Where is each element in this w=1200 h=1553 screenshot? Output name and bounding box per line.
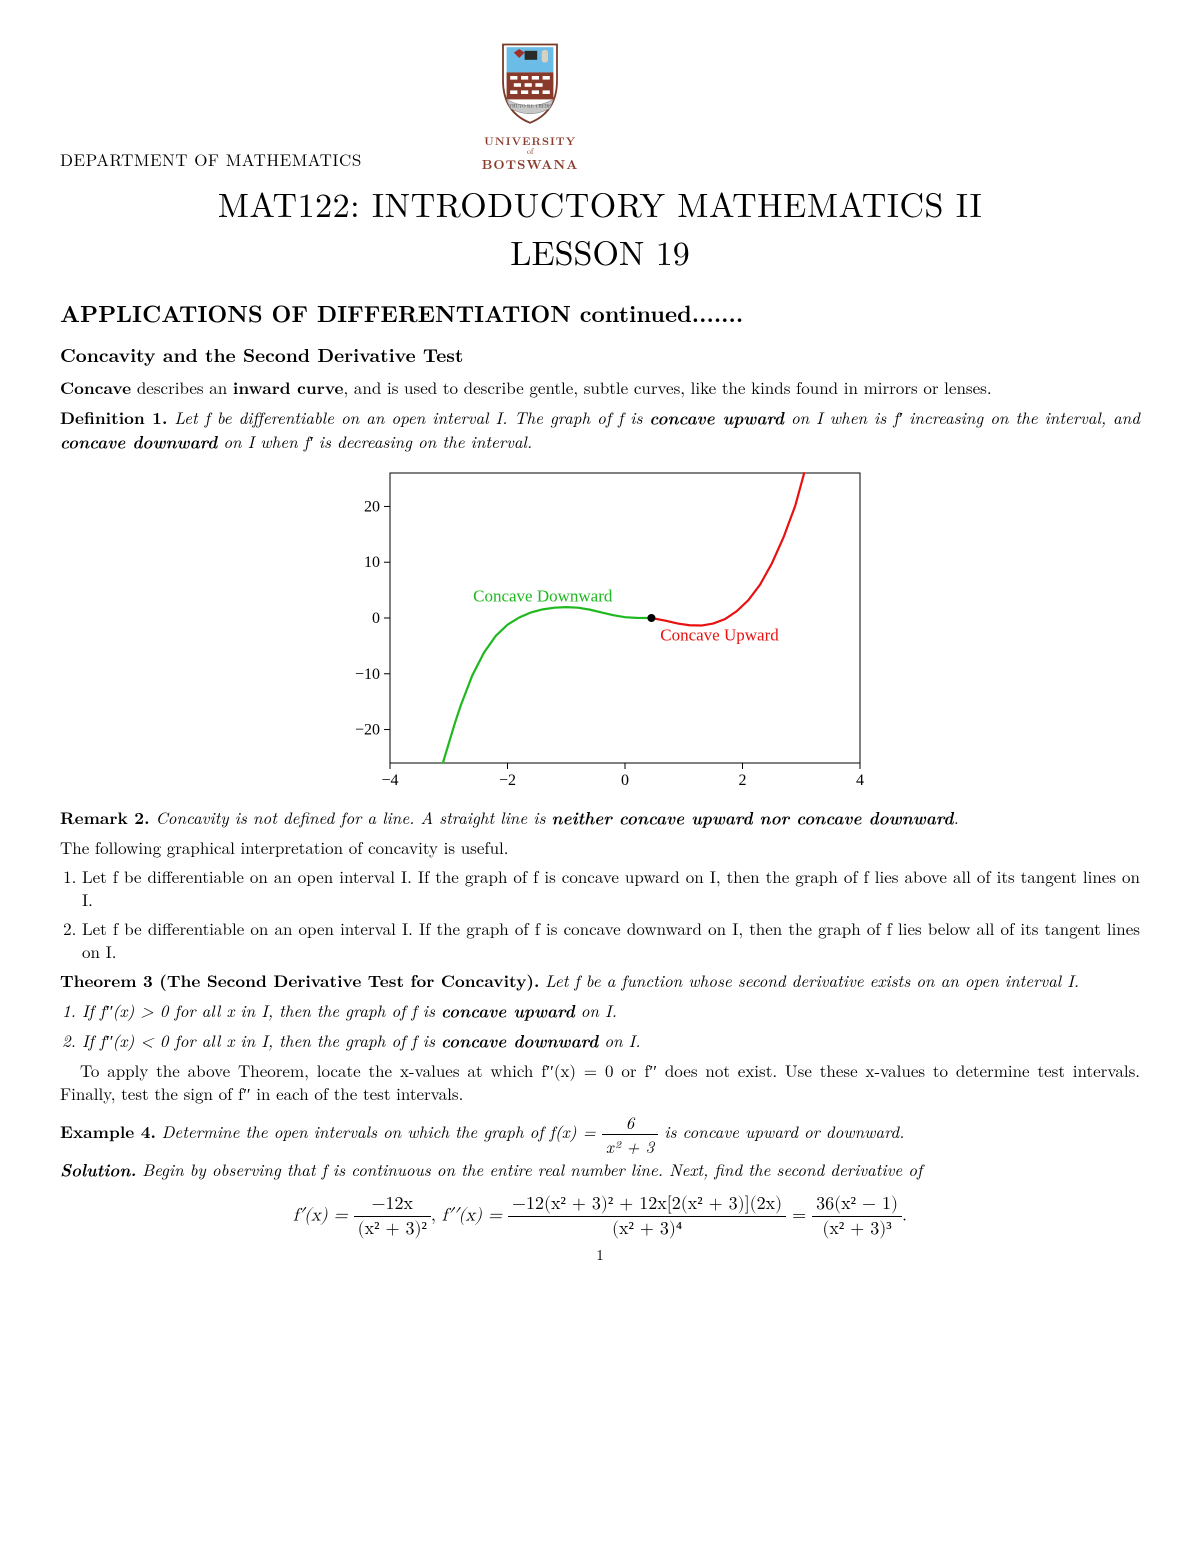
- svg-text:−10: −10: [355, 666, 380, 683]
- svg-text:−20: −20: [355, 722, 380, 739]
- department-label: DEPARTMENT OF MATHEMATICS: [60, 148, 362, 171]
- remark-2: Remark 2. Concavity is not defined for a…: [60, 806, 1140, 830]
- svg-text:−4: −4: [381, 772, 398, 789]
- lesson-number: LESSON 19: [60, 229, 1140, 275]
- list-item: If f′′(x) < 0 for all x in I, then the g…: [82, 1029, 1140, 1053]
- list-item: Let f be differentiable on an open inter…: [82, 865, 1140, 911]
- theorem-3: Theorem 3 (The Second Derivative Test fo…: [60, 969, 1140, 993]
- university-logo-block: THUTO KE THEBE UNIVERSITY of BOTSWANA: [482, 40, 579, 171]
- page-number: 1: [60, 1245, 1140, 1265]
- theorem-items: If f′′(x) > 0 for all x in I, then the g…: [82, 999, 1140, 1053]
- svg-text:Concave Downward: Concave Downward: [473, 587, 613, 606]
- definition-1: Definition 1. Let f be differentiable on…: [60, 406, 1140, 454]
- list-item: Let f be differentiable on an open inter…: [82, 917, 1140, 963]
- list-item: If f′′(x) > 0 for all x in I, then the g…: [82, 999, 1140, 1023]
- apply-paragraph: To apply the above Theorem, locate the x…: [60, 1059, 1140, 1105]
- interpretation-intro: The following graphical interpretation o…: [60, 836, 1140, 859]
- svg-text:Concave Upward: Concave Upward: [660, 626, 779, 645]
- svg-text:4: 4: [856, 772, 864, 789]
- example-4: Example 4. Determine the open intervals …: [60, 1111, 1140, 1182]
- header-row: DEPARTMENT OF MATHEMATICS THUTO KE THEBE…: [60, 40, 1140, 171]
- subsection-heading: Concavity and the Second Derivative Test: [60, 342, 1140, 368]
- shield-icon: THUTO KE THEBE: [490, 40, 570, 130]
- derivative-equation: f′(x) = −12x(x² + 3)², f′′(x) = −12(x² +…: [60, 1192, 1140, 1242]
- svg-text:2: 2: [739, 772, 747, 789]
- svg-text:0: 0: [372, 610, 380, 627]
- concavity-chart: −4−2024−20−1001020Concave DownwardConcav…: [60, 463, 1140, 798]
- svg-text:THUTO KE THEBE: THUTO KE THEBE: [509, 104, 551, 110]
- course-title: MAT122: INTRODUCTORY MATHEMATICS II: [60, 181, 1140, 227]
- intro-paragraph: Concave describes an inward curve, and i…: [60, 376, 1140, 400]
- university-line2: BOTSWANA: [482, 157, 579, 171]
- interpretation-list: Let f be differentiable on an open inter…: [82, 865, 1140, 963]
- svg-text:10: 10: [364, 555, 380, 572]
- section-heading: APPLICATIONS OF DIFFERENTIATION continue…: [60, 297, 1140, 328]
- svg-text:0: 0: [621, 772, 629, 789]
- svg-text:20: 20: [364, 499, 380, 516]
- svg-text:−2: −2: [499, 772, 516, 789]
